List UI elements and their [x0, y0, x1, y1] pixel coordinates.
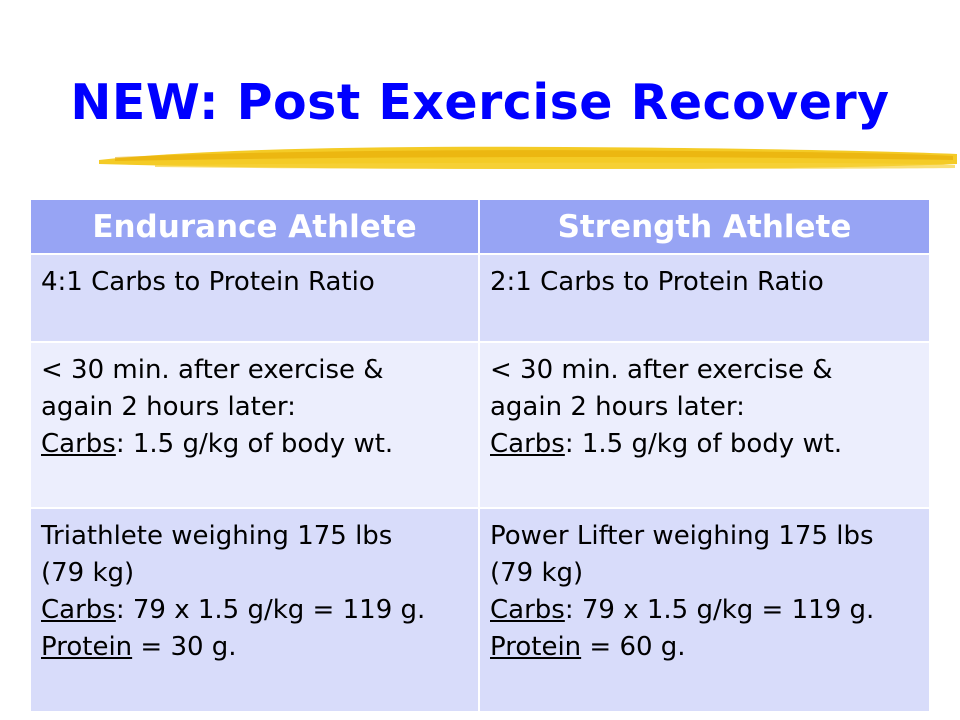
cell-text: Triathlete weighing 175 lbs	[41, 521, 393, 551]
cell-text: (79 kg)	[41, 558, 135, 588]
table-row: < 30 min. after exercise & again 2 hours…	[31, 342, 929, 509]
table-row: Triathlete weighing 175 lbs (79 kg) Carb…	[31, 508, 929, 713]
carbs-value: : 1.5 g/kg of body wt.	[564, 429, 843, 459]
cell-text: (79 kg)	[490, 558, 584, 588]
carbs-value: : 1.5 g/kg of body wt.	[115, 429, 394, 459]
header-endurance: Endurance Athlete	[31, 200, 480, 255]
protein-line: Protein = 60 g.	[490, 629, 919, 666]
carbs-value: : 79 x 1.5 g/kg = 119 g.	[115, 595, 426, 625]
header-strength: Strength Athlete	[479, 200, 929, 255]
cell-text: < 30 min. after exercise &	[41, 355, 384, 385]
carbs-line: Carbs: 79 x 1.5 g/kg = 119 g.	[41, 592, 468, 629]
protein-label: Protein	[490, 632, 582, 662]
cell-endurance-timing: < 30 min. after exercise & again 2 hours…	[31, 342, 480, 509]
cell-endurance-ratio: 4:1 Carbs to Protein Ratio	[31, 254, 480, 343]
cell-text: 2:1 Carbs to Protein Ratio	[490, 267, 824, 297]
carbs-value: : 79 x 1.5 g/kg = 119 g.	[564, 595, 875, 625]
carbs-line: Carbs: 1.5 g/kg of body wt.	[41, 426, 468, 463]
cell-strength-example: Power Lifter weighing 175 lbs (79 kg) Ca…	[479, 508, 929, 713]
carbs-label: Carbs	[41, 595, 116, 625]
carbs-line: Carbs: 79 x 1.5 g/kg = 119 g.	[490, 592, 919, 629]
cell-endurance-example: Triathlete weighing 175 lbs (79 kg) Carb…	[31, 508, 480, 713]
highlighter-stroke	[99, 146, 957, 169]
cell-text: 4:1 Carbs to Protein Ratio	[41, 267, 375, 297]
protein-value: = 60 g.	[581, 632, 686, 662]
cell-strength-ratio: 2:1 Carbs to Protein Ratio	[479, 254, 929, 343]
cell-text: < 30 min. after exercise &	[490, 355, 833, 385]
carbs-label: Carbs	[490, 429, 565, 459]
carbs-label: Carbs	[490, 595, 565, 625]
table-row: 4:1 Carbs to Protein Ratio 2:1 Carbs to …	[31, 254, 929, 343]
carbs-line: Carbs: 1.5 g/kg of body wt.	[490, 426, 919, 463]
cell-text: Power Lifter weighing 175 lbs	[490, 521, 874, 551]
recovery-table: Endurance Athlete Strength Athlete 4:1 C…	[31, 200, 929, 713]
table-header-row: Endurance Athlete Strength Athlete	[31, 200, 929, 255]
cell-text: again 2 hours later:	[41, 392, 296, 422]
slide-title: NEW: Post Exercise Recovery	[70, 74, 890, 131]
protein-value: = 30 g.	[132, 632, 237, 662]
cell-text: again 2 hours later:	[490, 392, 745, 422]
carbs-label: Carbs	[41, 429, 116, 459]
protein-line: Protein = 30 g.	[41, 629, 468, 666]
protein-label: Protein	[41, 632, 133, 662]
cell-strength-timing: < 30 min. after exercise & again 2 hours…	[479, 342, 929, 509]
